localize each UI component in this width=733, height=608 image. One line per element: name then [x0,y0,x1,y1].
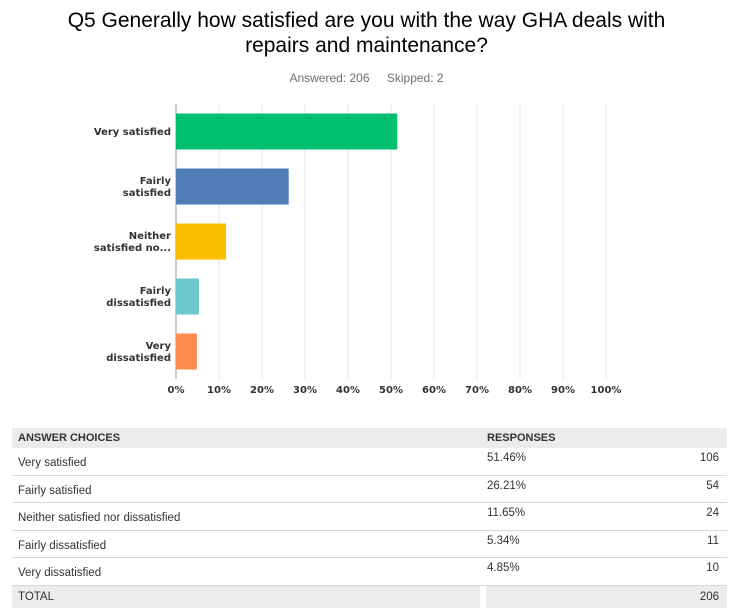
skipped-count: Skipped: 2 [386,71,444,85]
category-label: Fairly [140,176,172,187]
x-tick-label: 40% [336,385,360,396]
answered-count: Answered: 206 [289,71,370,85]
category-label: Very [146,341,172,352]
row-percent: 26.21% [487,479,527,492]
bar [176,278,199,315]
table-total-row: TOTAL 206 [12,585,727,608]
total-divider [480,585,727,608]
row-choice: Fairly satisfied [18,484,92,497]
row-percent: 51.46% [487,452,527,464]
total-label: TOTAL [18,590,54,603]
row-choice: Very satisfied [18,457,87,469]
question-title: Q5 Generally how satisfied are you with … [0,8,733,58]
category-label: dissatisfied [106,353,171,364]
table-row: Fairly dissatisfied 5.34% 11 [12,531,727,558]
row-choice: Fairly dissatisfied [18,539,107,552]
responses-table: ANSWER CHOICES RESPONSES Very satisfied … [12,428,727,608]
bar [176,223,227,260]
question-title-line-2: repairs and maintenance? [245,34,488,57]
table-row: Very dissatisfied 4.85% 10 [12,558,727,586]
row-count: 11 [707,534,719,547]
row-choice: Very dissatisfied [18,567,102,579]
x-tick-label: 10% [207,385,231,396]
row-percent: 5.34% [487,534,520,547]
category-label: dissatisfied [106,298,171,309]
x-tick-label: 30% [293,385,317,396]
table-header-row: ANSWER CHOICES RESPONSES [12,428,727,448]
row-choice: Neither satisfied nor dissatisfied [18,512,181,524]
category-label: Very satisfied [94,127,171,138]
x-tick-label: 90% [551,385,575,396]
row-percent: 11.65% [487,507,526,519]
row-count: 10 [706,562,719,574]
bar [176,333,197,370]
table-row: Very satisfied 51.46% 106 [12,448,727,476]
bar [176,113,398,150]
x-tick-label: 70% [465,385,489,396]
x-tick-label: 60% [422,385,446,396]
table-row: Fairly satisfied 26.21% 54 [12,476,727,503]
category-label: satisfied [123,188,171,199]
x-tick-label: 0% [168,385,185,396]
bar-chart: 0% 10% 20% 30% 40% 50% 60% 70% 80% 90% 100% Very sa… [94,104,622,396]
question-title-line-1: Q5 Generally how satisfied are you with … [67,9,666,32]
total-count: 206 [699,590,719,603]
row-count: 24 [706,507,719,519]
x-tick-label: 80% [508,385,532,396]
header-responses: RESPONSES [487,432,556,444]
category-label: satisfied no... [94,243,171,254]
x-tick-label: 20% [250,385,274,396]
table-row: Neither satisfied nor dissatisfied 11.65… [12,503,727,531]
header-answer-choices: ANSWER CHOICES [18,432,121,444]
row-count: 106 [699,452,719,464]
bar [176,168,289,205]
category-label: Neither [129,231,171,242]
category-label: Fairly [140,286,172,297]
x-tick-label: 100% [591,385,622,396]
response-summary: Answered: 206 Skipped: 2 [0,71,733,85]
row-count: 54 [706,479,719,492]
row-percent: 4.85% [487,562,520,574]
x-tick-label: 50% [379,385,403,396]
